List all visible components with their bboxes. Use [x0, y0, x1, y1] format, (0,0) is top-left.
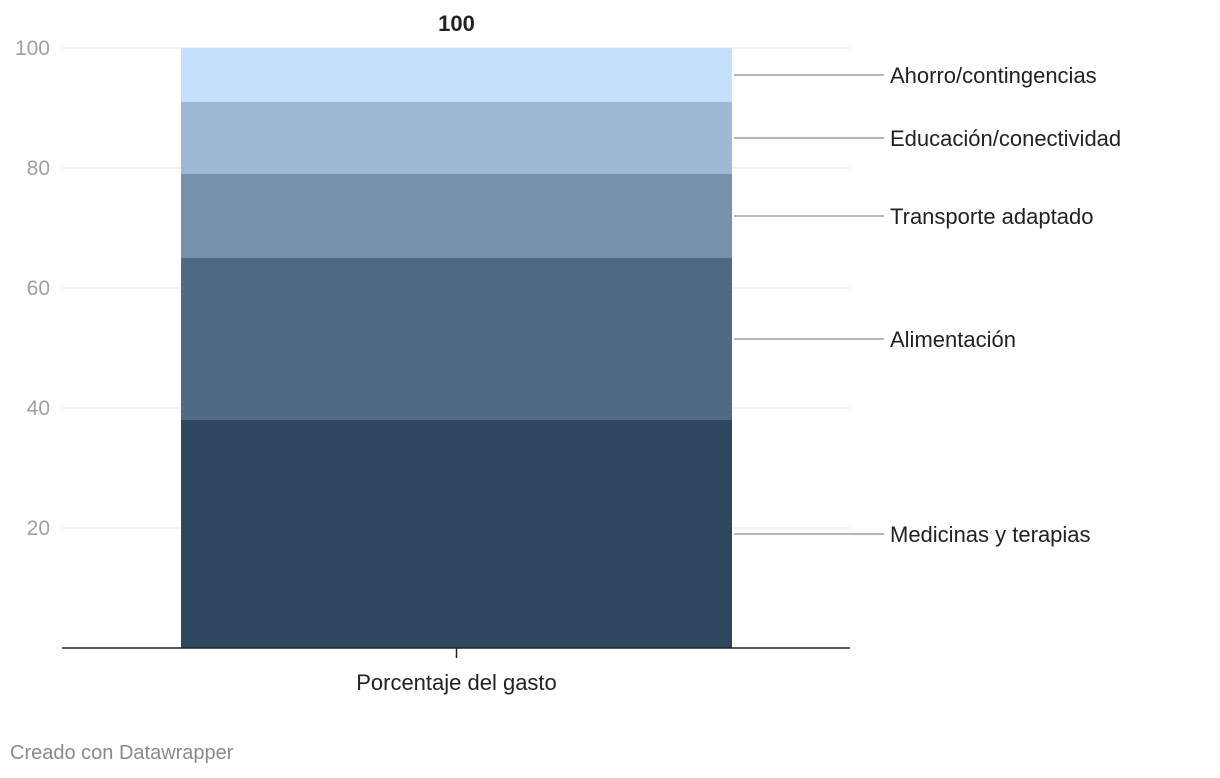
series-label-3: Educación/conectividad [890, 126, 1121, 151]
label-leaders [734, 74, 884, 535]
y-tick-label-100: 100 [15, 37, 50, 60]
series-label-0: Medicinas y terapias [890, 522, 1091, 547]
bar-segment-3 [181, 102, 732, 174]
series-label-4: Ahorro/contingencias [890, 63, 1097, 88]
bar-segment-4 [181, 48, 732, 102]
series-label-1: Alimentación [890, 327, 1016, 352]
bar-total-label: 100 [438, 11, 475, 36]
bar-segment-0 [181, 420, 732, 648]
y-axis-ticks: 20 40 60 80 100 [15, 37, 50, 540]
y-tick-label-20: 20 [27, 517, 50, 540]
x-category-label: Porcentaje del gasto [356, 670, 557, 695]
bar-segment-2 [181, 174, 732, 258]
y-tick-label-60: 60 [27, 277, 50, 300]
y-tick-label-40: 40 [27, 397, 50, 420]
series-label-2: Transporte adaptado [890, 204, 1093, 229]
bar-segments [181, 48, 732, 648]
credit-text: Creado con Datawrapper [10, 742, 234, 764]
series-labels: Medicinas y terapias Alimentación Transpor… [890, 63, 1121, 547]
bar-segment-1 [181, 258, 732, 420]
y-tick-label-80: 80 [27, 157, 50, 180]
stacked-bar-chart: 20 40 60 80 100 Medicinas y terapias Alimenta… [15, 11, 1121, 695]
